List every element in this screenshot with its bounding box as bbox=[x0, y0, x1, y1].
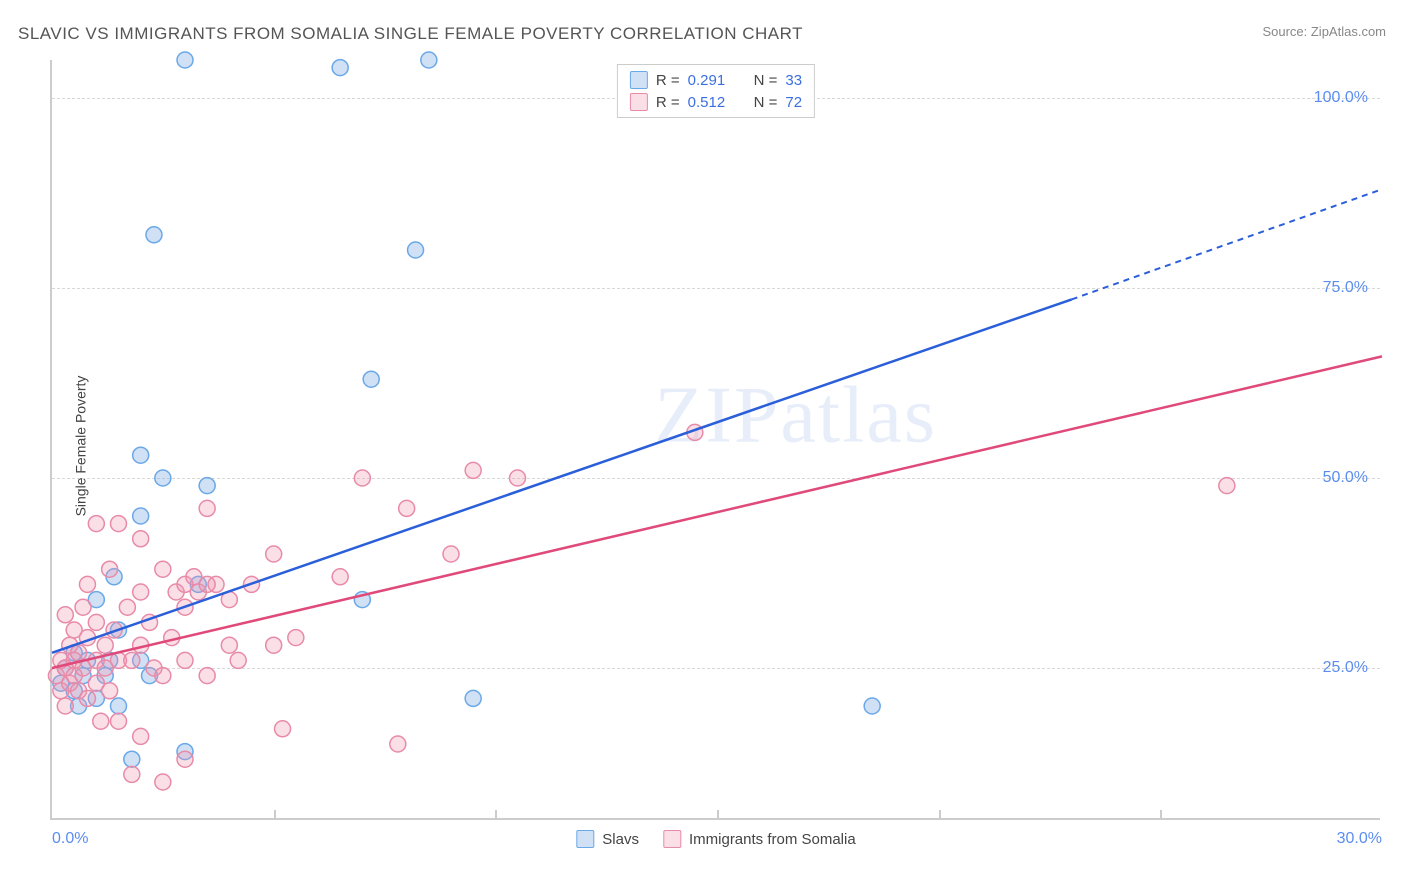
point-somalia bbox=[465, 462, 481, 478]
point-somalia bbox=[266, 546, 282, 562]
point-somalia bbox=[133, 531, 149, 547]
legend-item-slavs: Slavs bbox=[576, 830, 639, 848]
legend-label-slavs: Slavs bbox=[602, 831, 639, 848]
legend-label-somalia: Immigrants from Somalia bbox=[689, 831, 856, 848]
point-slavs bbox=[421, 52, 437, 68]
point-somalia bbox=[354, 470, 370, 486]
point-somalia bbox=[1219, 478, 1235, 494]
point-slavs bbox=[363, 371, 379, 387]
point-somalia bbox=[390, 736, 406, 752]
point-somalia bbox=[97, 637, 113, 653]
point-somalia bbox=[155, 561, 171, 577]
point-somalia bbox=[133, 728, 149, 744]
point-somalia bbox=[133, 584, 149, 600]
n-value-somalia: 72 bbox=[785, 94, 802, 111]
plot-svg bbox=[52, 60, 1380, 818]
swatch-somalia bbox=[630, 93, 648, 111]
r-value-somalia: 0.512 bbox=[688, 94, 738, 111]
point-somalia bbox=[266, 637, 282, 653]
n-value-slavs: 33 bbox=[785, 72, 802, 89]
point-somalia bbox=[230, 652, 246, 668]
point-somalia bbox=[71, 645, 87, 661]
point-somalia bbox=[75, 599, 91, 615]
legend-item-somalia: Immigrants from Somalia bbox=[663, 830, 856, 848]
swatch-slavs-bottom bbox=[576, 830, 594, 848]
legend-row-slavs: R = 0.291 N = 33 bbox=[630, 69, 802, 91]
point-somalia bbox=[399, 500, 415, 516]
point-somalia bbox=[155, 668, 171, 684]
point-somalia bbox=[510, 470, 526, 486]
point-slavs bbox=[155, 470, 171, 486]
point-somalia bbox=[199, 500, 215, 516]
point-somalia bbox=[57, 698, 73, 714]
point-somalia bbox=[199, 668, 215, 684]
r-value-slavs: 0.291 bbox=[688, 72, 738, 89]
point-slavs bbox=[465, 690, 481, 706]
source-label: Source: ZipAtlas.com bbox=[1262, 24, 1386, 39]
n-label: N = bbox=[754, 72, 778, 89]
legend-series: Slavs Immigrants from Somalia bbox=[576, 830, 855, 848]
point-somalia bbox=[79, 690, 95, 706]
point-slavs bbox=[133, 508, 149, 524]
swatch-somalia-bottom bbox=[663, 830, 681, 848]
xtick-label: 0.0% bbox=[52, 830, 88, 848]
point-somalia bbox=[199, 576, 215, 592]
point-slavs bbox=[146, 227, 162, 243]
point-somalia bbox=[111, 713, 127, 729]
point-somalia bbox=[443, 546, 459, 562]
point-somalia bbox=[221, 637, 237, 653]
n-label: N = bbox=[754, 94, 778, 111]
point-slavs bbox=[408, 242, 424, 258]
point-somalia bbox=[124, 652, 140, 668]
point-somalia bbox=[288, 630, 304, 646]
point-slavs bbox=[199, 478, 215, 494]
plot-area: ZIPatlas R = 0.291 N = 33 R = 0.512 N = … bbox=[50, 60, 1380, 820]
point-somalia bbox=[124, 766, 140, 782]
point-somalia bbox=[155, 774, 171, 790]
point-somalia bbox=[79, 576, 95, 592]
legend-row-somalia: R = 0.512 N = 72 bbox=[630, 91, 802, 113]
point-somalia bbox=[177, 652, 193, 668]
legend-correlation: R = 0.291 N = 33 R = 0.512 N = 72 bbox=[617, 64, 815, 118]
point-slavs bbox=[332, 60, 348, 76]
point-somalia bbox=[88, 516, 104, 532]
point-somalia bbox=[177, 751, 193, 767]
point-slavs bbox=[864, 698, 880, 714]
regression-slavs bbox=[52, 299, 1072, 652]
point-slavs bbox=[177, 52, 193, 68]
point-somalia bbox=[275, 721, 291, 737]
chart-title: SLAVIC VS IMMIGRANTS FROM SOMALIA SINGLE… bbox=[18, 24, 803, 44]
point-somalia bbox=[88, 614, 104, 630]
swatch-slavs bbox=[630, 71, 648, 89]
point-slavs bbox=[124, 751, 140, 767]
regression-dash-slavs bbox=[1072, 189, 1382, 299]
point-somalia bbox=[332, 569, 348, 585]
regression-somalia bbox=[52, 356, 1382, 668]
point-somalia bbox=[57, 607, 73, 623]
point-somalia bbox=[102, 561, 118, 577]
point-somalia bbox=[111, 516, 127, 532]
point-somalia bbox=[93, 713, 109, 729]
point-slavs bbox=[133, 447, 149, 463]
point-somalia bbox=[119, 599, 135, 615]
r-label: R = bbox=[656, 94, 680, 111]
r-label: R = bbox=[656, 72, 680, 89]
point-somalia bbox=[102, 683, 118, 699]
point-slavs bbox=[111, 698, 127, 714]
xtick-label: 30.0% bbox=[1337, 830, 1382, 848]
